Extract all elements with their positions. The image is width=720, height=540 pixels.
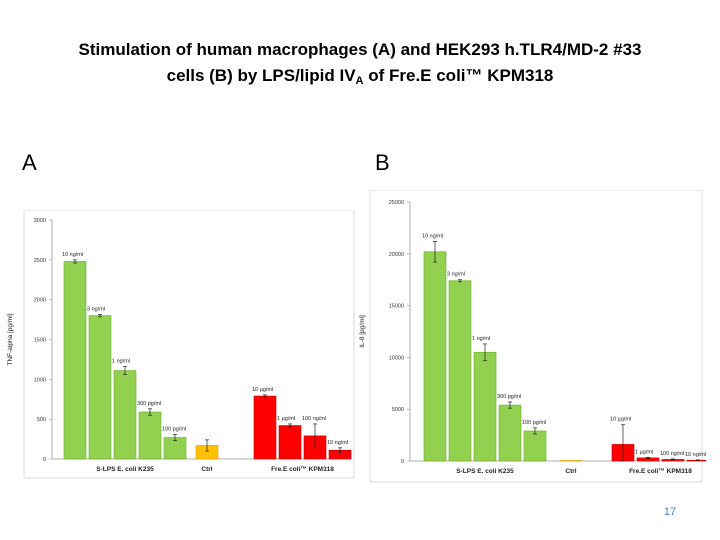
- y-tick-label: 20000: [389, 252, 404, 258]
- bar: [88, 315, 112, 460]
- data-label: 1 µg/ml: [277, 416, 295, 422]
- data-label: 100 ng/ml: [660, 451, 684, 457]
- data-label: 10 ng/ml: [62, 252, 83, 258]
- y-tick-label: 10000: [389, 355, 404, 361]
- bar: [113, 370, 137, 460]
- x-group-label: S-LPS E. coli K235: [456, 468, 514, 475]
- data-label: 1 µg/ml: [635, 449, 653, 455]
- data-label: 100 pg/ml: [522, 420, 546, 426]
- y-tick-label: 1500: [34, 338, 46, 344]
- y-tick-label: 2000: [34, 298, 46, 304]
- bar: [473, 351, 497, 462]
- title-line-2-end: of Fre.E coli™ KPM318: [363, 66, 554, 85]
- chart-frame: [23, 210, 355, 479]
- data-label: 100 ng/ml: [302, 416, 326, 422]
- data-label: 10 ng/ml: [327, 440, 348, 446]
- title-line-2-text: cells (B) by LPS/lipid IV: [166, 66, 356, 85]
- bar: [559, 460, 583, 462]
- y-tick-label: 5000: [392, 407, 404, 413]
- data-label: 10 µg/ml: [252, 387, 273, 393]
- panel-label-b: B: [375, 150, 390, 175]
- chart-panel-b: 0 5000 10000 15000 20000 25000 IL-8 [pg/ml] 10 …: [359, 190, 706, 483]
- data-label: 1 ng/ml: [112, 359, 130, 365]
- bar: [138, 411, 162, 460]
- panel-label-a: A: [22, 150, 37, 175]
- data-label: 10 ng/ml: [422, 233, 443, 239]
- y-tick-label: 0: [401, 459, 404, 465]
- x-group-label: S-LPS E. coli K235: [96, 466, 154, 473]
- bar: [253, 395, 277, 460]
- chart-panel-a: 0 500 1000 1500 2000 2500 3000 TNF-alpha [pg/ml…: [7, 210, 355, 479]
- y-tick-label: 0: [43, 457, 46, 463]
- y-tick-label: 3000: [34, 218, 46, 224]
- data-label: 3 ng/ml: [447, 272, 465, 278]
- data-label: 300 pg/ml: [497, 394, 521, 400]
- y-axis-label: TNF-alpha [pg/ml]: [7, 313, 14, 365]
- data-label: 10 ng/ml: [685, 452, 706, 458]
- title-line-1: Stimulation of human macrophages (A) and…: [78, 40, 642, 59]
- x-group-label: Ctrl: [201, 466, 212, 473]
- y-axis-label: IL-8 [pg/ml]: [359, 315, 366, 348]
- bar: [423, 251, 447, 462]
- data-label: 100 pg/ml: [162, 426, 186, 432]
- bar: [63, 261, 87, 460]
- data-label: 10 µg/ml: [610, 417, 631, 423]
- data-label: 300 pg/ml: [137, 401, 161, 407]
- y-tick-label: 1000: [34, 377, 46, 383]
- data-label: 3 ng/ml: [87, 306, 105, 312]
- x-group-label: Ctrl: [565, 468, 576, 475]
- page-number: 17: [663, 506, 677, 518]
- x-group-label: Fre.E coli™ KPM318: [271, 466, 334, 473]
- title-subscript: A: [355, 75, 364, 87]
- bar: [523, 430, 547, 462]
- y-tick-label: 15000: [389, 304, 404, 310]
- bar: [278, 425, 302, 460]
- x-group-label: Fre.E coli™ KPM318: [629, 468, 692, 475]
- data-label: 1 ng/ml: [472, 336, 490, 342]
- slide-title: Stimulation of human macrophages (A) and…: [0, 37, 720, 94]
- chart-frame: [369, 190, 703, 483]
- y-tick-label: 2500: [34, 258, 46, 264]
- bar: [498, 404, 522, 462]
- bar: [448, 280, 472, 462]
- y-tick-label: 500: [37, 417, 46, 423]
- y-tick-label: 25000: [389, 200, 404, 206]
- title-line-2: cells (B) by LPS/lipid IVA of Fre.E coli…: [0, 63, 720, 94]
